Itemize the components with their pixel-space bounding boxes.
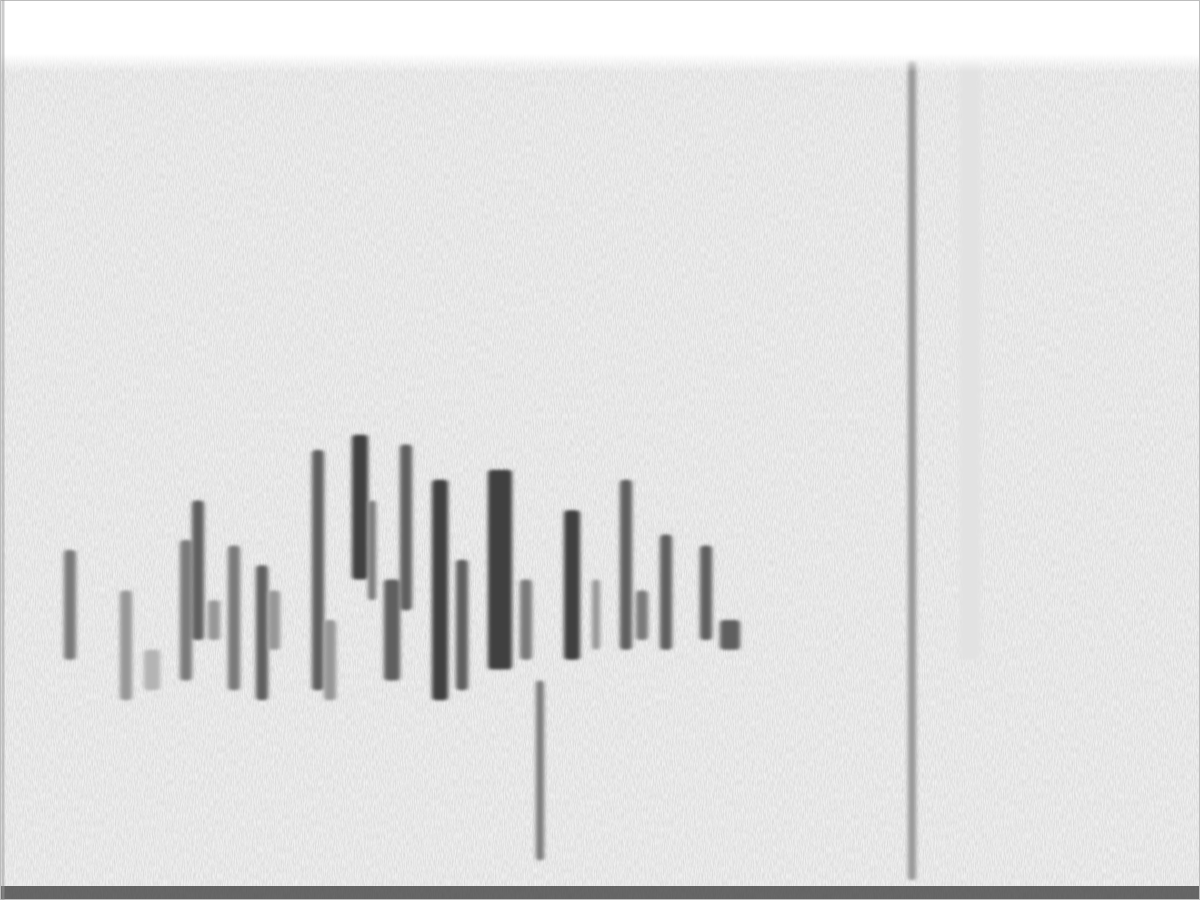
plot-frame	[1, 1, 1200, 900]
low-frequency-band	[0, 886, 1200, 900]
syllable	[660, 535, 672, 650]
syllable	[432, 480, 448, 701]
syllable	[488, 470, 512, 670]
syllable	[192, 500, 204, 640]
syllable	[592, 580, 600, 650]
background	[0, 0, 1200, 900]
syllable	[720, 620, 740, 650]
syllable	[268, 590, 280, 649]
syllable	[700, 545, 712, 640]
syllable	[456, 560, 468, 691]
syllable	[620, 480, 632, 650]
syllable	[520, 580, 532, 660]
syllable	[400, 445, 412, 611]
syllable	[120, 590, 132, 700]
left-edge	[2, 0, 5, 900]
syllable	[636, 590, 648, 640]
syllable	[352, 435, 368, 580]
syllable	[908, 60, 916, 880]
syllable	[368, 500, 376, 600]
syllable	[536, 680, 544, 860]
top-band	[0, 0, 1200, 72]
syllable	[228, 545, 240, 690]
syllable	[64, 550, 76, 660]
plot-area	[64, 60, 980, 880]
spectrogram-chart	[0, 0, 1200, 900]
syllable	[564, 510, 580, 659]
syllable	[384, 580, 400, 681]
syllable	[208, 600, 220, 640]
noise-texture	[0, 0, 1200, 900]
syllable	[144, 650, 160, 691]
syllable	[960, 60, 980, 659]
syllable	[312, 450, 324, 690]
syllable	[180, 540, 192, 680]
syllable	[324, 620, 336, 700]
syllable	[256, 565, 268, 700]
